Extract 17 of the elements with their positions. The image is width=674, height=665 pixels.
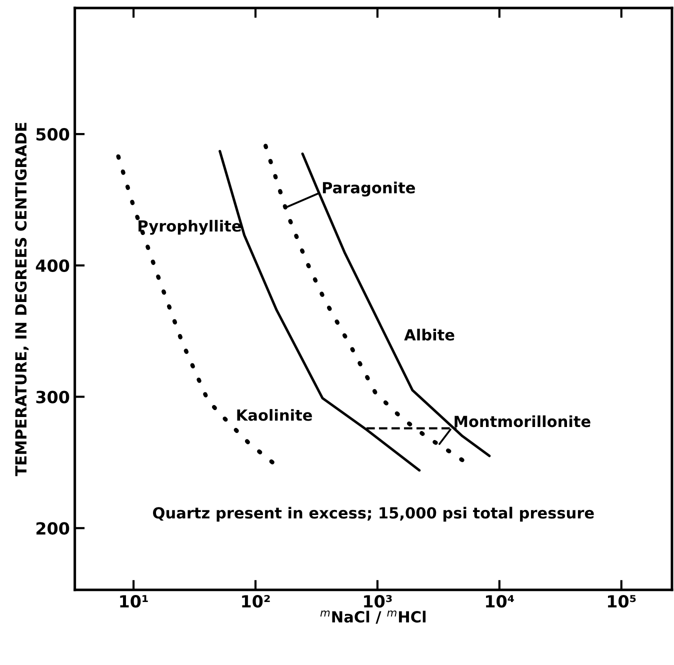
y-tick-label: 500 [36,128,70,141]
y-tick-label: 200 [36,522,70,535]
y-tick-label: 300 [36,390,70,404]
x-tick-label: 10⁵ [608,595,636,608]
x-tick-label: 10¹ [120,595,148,608]
x-tick-label: 10⁴ [486,595,514,608]
annotation: Quartz present in excess; 15,000 psi total pressure [153,506,594,522]
annotation: Montmorillonite [454,415,590,428]
x-tick-label: 10³ [364,595,392,608]
x-axis-title: $^{m}$NaCl / $^{m}$HCl [320,610,426,624]
annotation: Paragonite [322,182,415,197]
y-tick-label: 400 [36,259,70,272]
annotation: Albite [404,328,454,341]
annotation: Pyrophyllite [138,220,242,235]
x-tick-label: 10² [242,595,270,608]
y-axis-title: TEMPERATURE, IN DEGREES CENTIGRADE [15,122,29,476]
annotation: Kaolinite [237,409,312,421]
